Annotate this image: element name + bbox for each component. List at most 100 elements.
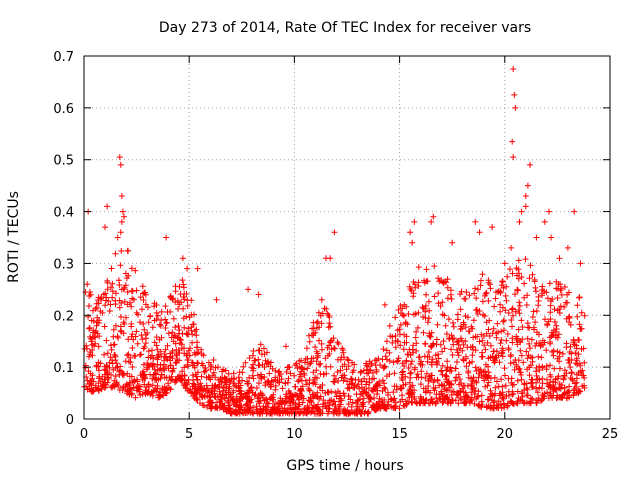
data-point — [328, 346, 335, 353]
data-point — [145, 354, 152, 361]
data-point — [285, 395, 291, 402]
data-point — [207, 398, 214, 405]
data-point — [471, 290, 478, 297]
data-point — [443, 331, 450, 337]
data-point — [512, 291, 518, 298]
data-point — [430, 385, 437, 392]
data-point — [120, 330, 127, 337]
data-point — [195, 360, 201, 367]
data-point — [433, 391, 440, 398]
data-point — [578, 325, 585, 332]
data-point — [227, 378, 234, 385]
data-point — [554, 295, 561, 301]
data-point — [422, 308, 429, 315]
data-point — [549, 348, 556, 355]
data-point — [250, 375, 257, 382]
data-point — [209, 391, 216, 398]
data-point — [561, 367, 568, 374]
data-point — [116, 304, 123, 311]
data-point — [186, 352, 193, 359]
data-point — [282, 379, 289, 386]
data-point — [495, 352, 502, 359]
data-point — [502, 292, 509, 299]
data-point — [541, 218, 548, 225]
data-point — [409, 389, 416, 396]
data-point — [491, 356, 498, 362]
data-point — [96, 367, 102, 374]
data-point — [310, 369, 317, 376]
data-point — [454, 346, 460, 353]
data-point — [173, 378, 180, 385]
data-point — [312, 381, 319, 388]
data-point — [571, 385, 578, 392]
data-point — [124, 352, 131, 359]
data-point — [137, 351, 143, 358]
data-point — [521, 294, 528, 301]
data-point — [380, 364, 387, 371]
data-point — [262, 382, 269, 389]
data-point — [296, 377, 303, 384]
data-point — [445, 400, 451, 407]
data-point — [575, 387, 582, 394]
data-point — [492, 390, 499, 397]
data-point — [372, 383, 379, 390]
data-point — [261, 351, 268, 358]
data-point — [515, 257, 522, 264]
data-point — [429, 342, 436, 349]
data-point — [118, 368, 125, 375]
data-point — [478, 398, 485, 405]
data-point — [485, 369, 492, 376]
data-point — [556, 310, 563, 316]
data-point — [566, 315, 573, 322]
data-point — [162, 325, 169, 331]
data-point — [90, 318, 97, 324]
data-point — [573, 342, 580, 349]
data-point — [85, 313, 92, 320]
data-point — [505, 310, 512, 316]
data-point — [324, 310, 331, 317]
data-point — [328, 397, 335, 403]
data-point — [373, 401, 380, 408]
data-point — [301, 372, 308, 378]
data-point — [195, 349, 202, 356]
data-point — [484, 339, 491, 346]
x-axis-tick-labels: 0 5 10 15 20 25 — [80, 427, 618, 442]
data-point — [299, 365, 306, 372]
data-point — [487, 342, 494, 349]
data-point — [175, 305, 181, 312]
data-point — [383, 338, 390, 345]
data-point — [578, 309, 585, 316]
data-point — [516, 218, 523, 225]
data-point — [450, 323, 457, 330]
data-point — [509, 382, 516, 388]
data-point — [215, 376, 222, 383]
data-point — [410, 290, 417, 297]
data-point — [483, 289, 490, 296]
y-tick-label: 0.3 — [53, 257, 74, 272]
data-point — [198, 383, 205, 389]
data-point — [573, 345, 580, 352]
data-point — [306, 380, 313, 386]
data-point — [358, 368, 365, 375]
data-point — [464, 314, 471, 321]
data-point — [382, 363, 388, 370]
data-point — [464, 344, 471, 351]
data-point — [102, 302, 109, 309]
data-point — [457, 306, 464, 313]
data-point — [420, 314, 426, 320]
data-point — [533, 234, 540, 241]
data-point — [183, 385, 190, 392]
data-point — [522, 256, 529, 263]
data-point — [228, 409, 235, 416]
data-point — [345, 363, 352, 370]
data-point — [216, 383, 223, 390]
data-point — [494, 320, 501, 327]
data-point — [397, 321, 404, 328]
data-point — [82, 364, 89, 371]
data-point — [572, 350, 579, 356]
data-point — [407, 229, 414, 236]
data-point — [535, 353, 542, 360]
data-point — [371, 386, 378, 393]
data-point — [118, 300, 125, 306]
data-point — [147, 371, 154, 378]
